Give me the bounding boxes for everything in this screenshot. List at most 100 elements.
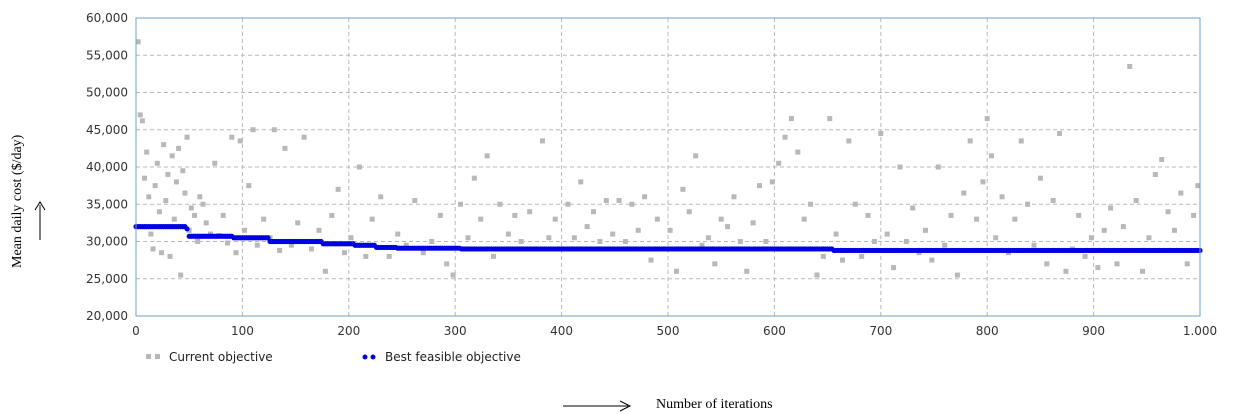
x-tick-label: 200 [337, 324, 360, 338]
current-objective-point [471, 175, 477, 181]
current-objective-point [139, 118, 145, 124]
current-objective-point [750, 220, 756, 226]
current-objective-point [195, 239, 201, 244]
current-objective-point [192, 212, 198, 218]
current-objective-point [295, 220, 301, 226]
current-objective-point [980, 179, 986, 185]
current-objective-point [610, 231, 616, 237]
grid-lines [136, 18, 1200, 316]
current-objective-point [801, 216, 807, 222]
current-objective-point [833, 231, 839, 237]
current-objective-point [693, 153, 699, 159]
current-objective-point [420, 250, 426, 256]
current-objective-point [974, 216, 980, 222]
current-objective-point [342, 250, 348, 256]
current-objective-point [225, 240, 231, 246]
current-objective-point [182, 190, 188, 196]
current-objective-point [491, 253, 497, 259]
current-objective-point [1044, 261, 1050, 267]
current-objective-point [737, 239, 743, 244]
y-tick-label: 35,000 [86, 197, 128, 211]
current-objective-point [674, 268, 680, 274]
current-objective-point [288, 242, 294, 248]
current-objective-point [369, 216, 375, 222]
current-objective-point [922, 227, 928, 233]
legend-marker-best-1 [362, 354, 368, 360]
x-tick-label: 300 [444, 324, 467, 338]
best-feasible-point [184, 226, 190, 232]
current-objective-point [1050, 198, 1056, 204]
current-objective-point [686, 209, 692, 215]
current-objective-point [648, 257, 654, 263]
current-objective-point [309, 246, 315, 252]
current-objective-point [1133, 198, 1139, 204]
current-objective-point [1165, 209, 1171, 215]
current-objective-point [167, 253, 173, 259]
current-objective-point [301, 134, 307, 140]
current-objective-point [642, 194, 648, 200]
current-objective-point [237, 138, 243, 144]
current-objective-point [712, 261, 718, 267]
current-objective-point [242, 227, 248, 233]
current-objective-point [322, 268, 328, 274]
current-objective-point [277, 247, 283, 253]
current-objective-point [356, 164, 362, 170]
x-tick-labels: 0 100 200 300 400 500 600 700 800 900 1.000 [132, 324, 1217, 338]
current-objective-point [788, 116, 794, 122]
current-objective-point [769, 179, 775, 185]
current-objective-point [616, 198, 622, 204]
current-objective-point [335, 186, 341, 192]
x-tick-label: 100 [231, 324, 254, 338]
current-objective-point [1025, 201, 1031, 207]
current-objective-point [229, 134, 235, 140]
current-objective-point [718, 216, 724, 222]
current-objective-point [1152, 171, 1158, 177]
current-objective-point [437, 212, 443, 218]
current-objective-point [163, 198, 169, 204]
current-objective-point [871, 239, 877, 244]
current-objective-point [271, 127, 277, 133]
current-objective-point [1037, 175, 1043, 181]
current-objective-point [505, 231, 511, 237]
current-objective-point [846, 138, 852, 144]
current-objective-point [1171, 227, 1177, 233]
current-objective-point [403, 242, 409, 248]
current-objective-point [993, 235, 999, 241]
x-tick-label: 0 [132, 324, 140, 338]
current-objective-point [1082, 253, 1088, 259]
y-tick-label: 50,000 [86, 86, 128, 100]
current-objective-point [1012, 216, 1018, 222]
current-objective-point [188, 205, 194, 211]
plot-frame [135, 17, 1201, 317]
current-objective-point [948, 212, 954, 218]
current-objective-point [173, 179, 179, 185]
current-objective-point [757, 183, 763, 189]
current-objective-point [584, 224, 590, 230]
legend-label-current: Current objective [169, 350, 273, 364]
current-objective-point [518, 239, 524, 244]
current-objective-point [865, 212, 871, 218]
current-objective-point [782, 134, 788, 140]
current-objective-point [497, 201, 503, 207]
current-objective-point [897, 164, 903, 170]
current-objective-point [1178, 190, 1184, 196]
current-objective-point [137, 112, 143, 118]
current-objective-point [348, 235, 354, 241]
current-objective-point [282, 145, 288, 151]
y-axis-label: Mean daily cost ($/day) [10, 134, 25, 268]
current-objective-point [144, 149, 150, 155]
current-objective-point [465, 235, 471, 241]
current-objective-point [200, 201, 206, 207]
current-objective-point [884, 231, 890, 237]
current-objective-point [250, 127, 256, 133]
current-objective-point [654, 216, 660, 222]
current-objective-point [1057, 130, 1063, 136]
current-objective-point [363, 253, 369, 259]
current-objective-point [929, 257, 935, 263]
current-objective-point [546, 235, 552, 241]
series-best-feasible-objective [133, 224, 1203, 254]
current-objective-point [988, 153, 994, 159]
y-tick-label: 45,000 [86, 123, 128, 137]
legend: Current objective Best feasible objectiv… [146, 350, 521, 364]
y-tick-label: 55,000 [86, 48, 128, 62]
